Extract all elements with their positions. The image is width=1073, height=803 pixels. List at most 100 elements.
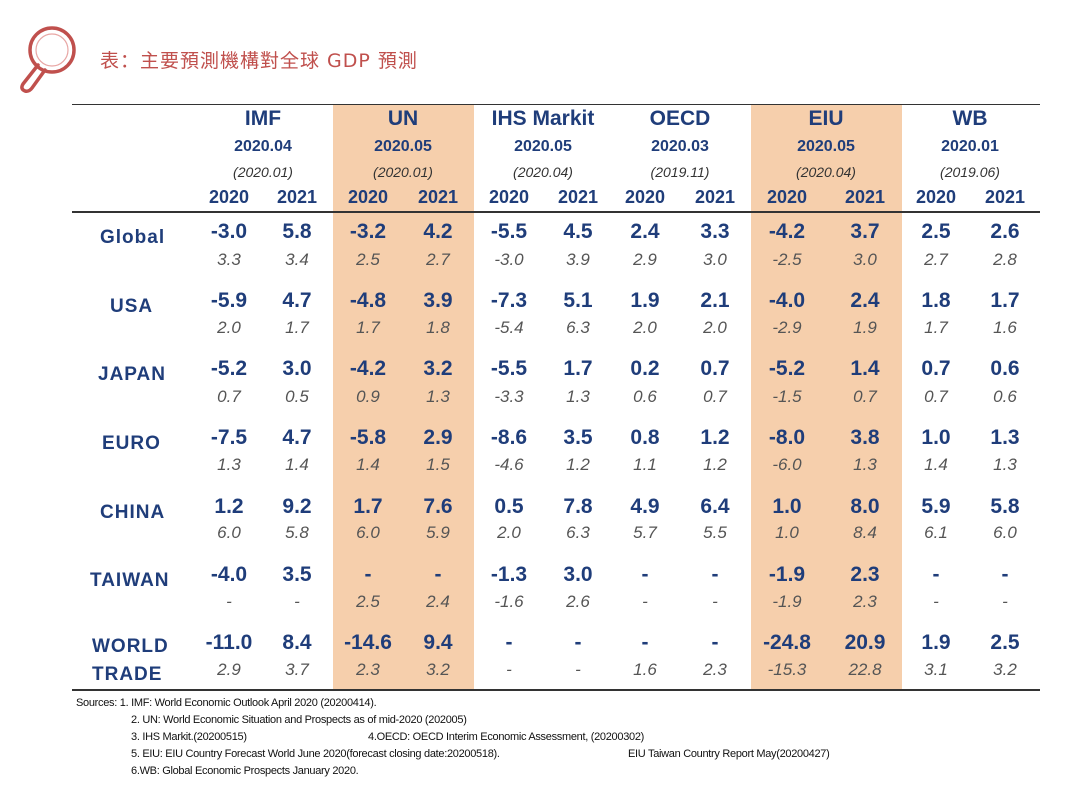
source-line: EIU Taiwan Country Report May(20200427) (628, 748, 830, 760)
forecast-value: -7.3 (490, 289, 528, 312)
previous-value: 1.5 (426, 455, 450, 474)
forecast-value: - (641, 631, 649, 654)
forecast-value: -8.6 (490, 426, 528, 449)
forecast-value: 4.9 (630, 495, 660, 518)
previous-value: -15.3 (767, 660, 807, 679)
forecast-value: -5.8 (349, 426, 387, 449)
previous-value: 2.4 (426, 592, 450, 611)
previous-value: -2.5 (772, 250, 802, 269)
previous-value: 0.6 (633, 387, 657, 406)
forecast-value: 7.8 (563, 495, 593, 518)
previous-value: 1.3 (426, 387, 450, 406)
forecast-value: - (434, 563, 442, 586)
previous-value: -1.6 (494, 592, 524, 611)
previous-value: 22.8 (848, 660, 882, 679)
forecast-value: - (711, 631, 719, 654)
year-header: 2020 (624, 187, 666, 207)
previous-value: -2.9 (772, 318, 802, 337)
previous-value: - (506, 660, 512, 679)
previous-value: 6.0 (993, 523, 1017, 542)
source-line: 5. EIU: EIU Country Forecast World June … (131, 748, 500, 760)
forecast-value: - (641, 563, 649, 586)
forecast-value: 1.4 (850, 357, 880, 380)
year-header: 2021 (844, 187, 886, 207)
forecast-value: 1.9 (630, 289, 660, 312)
forecast-value: 3.5 (563, 426, 593, 449)
shaded-column (751, 105, 902, 690)
row-label: JAPAN (98, 361, 166, 389)
previous-value: 1.7 (285, 318, 309, 337)
previous-value: 5.5 (703, 523, 727, 542)
row-label: EURO (102, 430, 161, 458)
previous-value: 1.3 (566, 387, 590, 406)
previous-value: 2.0 (217, 318, 241, 337)
forecast-value: -4.8 (349, 289, 387, 312)
previous-value: 2.7 (924, 250, 948, 269)
forecast-value: 3.9 (423, 289, 453, 312)
row-label-line: TAIWAN (90, 570, 170, 591)
forecast-date: 2020.05 (514, 138, 572, 155)
forecast-value: 5.9 (921, 495, 951, 518)
forecast-value: -5.2 (210, 357, 248, 380)
previous-value: 1.6 (633, 660, 657, 679)
forecast-value: 3.0 (282, 357, 312, 380)
previous-value: 0.7 (853, 387, 877, 406)
previous-value: 1.7 (356, 318, 380, 337)
previous-value: 0.7 (924, 387, 948, 406)
year-header: 2021 (984, 187, 1026, 207)
previous-value: 2.3 (703, 660, 727, 679)
previous-value: 0.5 (285, 387, 309, 406)
forecast-value: 2.9 (423, 426, 453, 449)
previous-value: 2.0 (703, 318, 727, 337)
table-rule (72, 689, 1040, 691)
forecast-date: 2020.04 (234, 138, 292, 155)
previous-date: (2020.01) (233, 164, 293, 180)
previous-value: 1.0 (775, 523, 799, 542)
previous-value: - (226, 592, 232, 611)
row-label-line: WORLD (92, 636, 169, 657)
forecast-value: -5.5 (490, 357, 528, 380)
previous-value: 5.7 (633, 523, 657, 542)
previous-value: 1.3 (993, 455, 1017, 474)
table-rule (72, 211, 1040, 213)
table-rule (72, 104, 1040, 105)
previous-value: 1.2 (566, 455, 590, 474)
page-title: 表：主要預測機構對全球 GDP 預測 (100, 50, 418, 72)
source-line: Sources: 1. IMF: World Economic Outlook … (76, 697, 377, 709)
previous-date: (2020.01) (373, 164, 433, 180)
forecast-value: 9.2 (282, 495, 312, 518)
row-label: WORLD TRADE (92, 633, 169, 689)
previous-value: 1.4 (285, 455, 309, 474)
source-line: 3. IHS Markit.(20200515) (131, 731, 247, 743)
forecast-value: 1.7 (990, 289, 1020, 312)
forecast-value: -3.2 (349, 220, 387, 243)
forecast-value: 1.0 (772, 495, 802, 518)
forecast-value: -4.2 (349, 357, 387, 380)
forecast-value: -14.6 (344, 631, 392, 654)
org-name: OECD (649, 107, 711, 130)
previous-value: - (1002, 592, 1008, 611)
previous-value: 0.6 (993, 387, 1017, 406)
previous-value: - (712, 592, 718, 611)
org-name: IHS Markit (491, 107, 595, 130)
previous-value: - (642, 592, 648, 611)
org-name: EIU (808, 107, 844, 130)
source-line: 2. UN: World Economic Situation and Pros… (131, 714, 467, 726)
year-header: 2021 (557, 187, 599, 207)
forecast-date: 2020.01 (941, 138, 999, 155)
previous-value: 2.9 (217, 660, 241, 679)
row-label: USA (110, 293, 153, 321)
previous-value: 5.8 (285, 523, 309, 542)
previous-value: -1.9 (772, 592, 802, 611)
year-header: 2020 (347, 187, 389, 207)
previous-value: 2.6 (566, 592, 590, 611)
previous-value: 1.1 (633, 455, 657, 474)
previous-value: - (933, 592, 939, 611)
forecast-value: -3.0 (210, 220, 248, 243)
year-header: 2020 (766, 187, 808, 207)
forecast-value: 0.7 (700, 357, 730, 380)
forecast-value: 5.8 (990, 495, 1020, 518)
forecast-value: 0.8 (630, 426, 660, 449)
previous-value: 3.3 (217, 250, 241, 269)
